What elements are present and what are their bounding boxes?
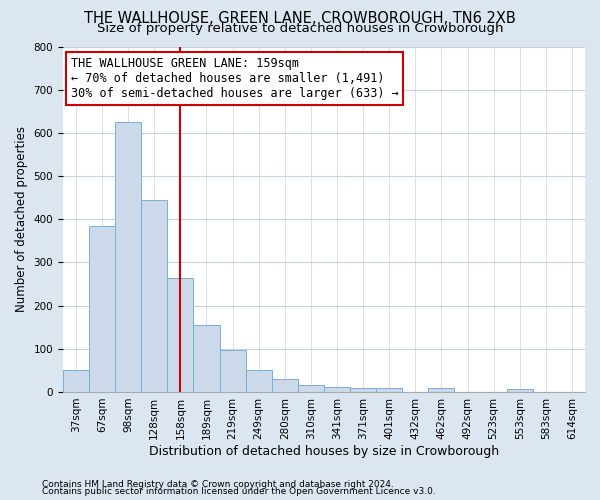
Bar (167, 278, 193, 392)
Bar (63, 370, 89, 392)
Bar (89, 226, 115, 392)
Bar (350, 388, 376, 392)
Text: THE WALLHOUSE, GREEN LANE, CROWBOROUGH, TN6 2XB: THE WALLHOUSE, GREEN LANE, CROWBOROUGH, … (84, 11, 516, 26)
Text: Size of property relative to detached houses in Crowborough: Size of property relative to detached ho… (97, 22, 503, 35)
Bar (324, 387, 350, 392)
Text: Contains HM Land Registry data © Crown copyright and database right 2024.: Contains HM Land Registry data © Crown c… (42, 480, 394, 489)
Text: THE WALLHOUSE GREEN LANE: 159sqm
← 70% of detached houses are smaller (1,491)
30: THE WALLHOUSE GREEN LANE: 159sqm ← 70% o… (71, 57, 398, 100)
Bar (193, 325, 220, 392)
Bar (298, 386, 324, 392)
Bar (220, 350, 245, 392)
Bar (376, 388, 402, 392)
Bar (245, 370, 272, 392)
Bar (141, 200, 167, 392)
Bar (428, 388, 454, 392)
Text: Contains public sector information licensed under the Open Government Licence v3: Contains public sector information licen… (42, 487, 436, 496)
Y-axis label: Number of detached properties: Number of detached properties (15, 126, 28, 312)
X-axis label: Distribution of detached houses by size in Crowborough: Distribution of detached houses by size … (149, 444, 499, 458)
Bar (115, 122, 141, 392)
Bar (272, 379, 298, 392)
Bar (506, 389, 533, 392)
